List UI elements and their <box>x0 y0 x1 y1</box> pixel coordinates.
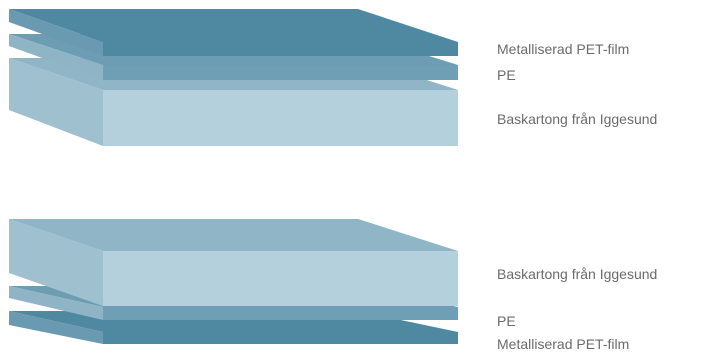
board-side-face <box>9 58 103 146</box>
board-side-face <box>9 219 103 306</box>
top-stack <box>9 9 458 146</box>
board-top-face <box>9 219 458 251</box>
bottom-stack-pet-label: Metalliserad PET-film <box>497 336 630 352</box>
board-front-face <box>103 90 458 146</box>
bottom-stack-pe-label: PE <box>497 313 516 329</box>
pe-side-face <box>9 34 103 80</box>
bottom-stack-board-label: Baskartong från Iggesund <box>497 266 658 282</box>
top-stack-pet-label: Metalliserad PET-film <box>497 41 630 57</box>
board-front-face <box>103 251 458 306</box>
bottom-stack <box>9 219 458 344</box>
top-stack-board-label: Baskartong från Iggesund <box>497 111 658 127</box>
pet-side-face <box>9 9 103 56</box>
top-stack-pe-label: PE <box>497 67 516 83</box>
pet-front-face <box>103 332 458 344</box>
pet-side-face <box>9 311 103 344</box>
pe-side-face <box>9 286 103 320</box>
top-stack-pet-layer <box>9 9 458 56</box>
pet-top-face <box>9 9 458 42</box>
pe-front-face <box>103 307 458 320</box>
pet-front-face <box>103 42 458 56</box>
pe-front-face <box>103 65 458 80</box>
bottom-stack-board-layer <box>9 219 458 306</box>
